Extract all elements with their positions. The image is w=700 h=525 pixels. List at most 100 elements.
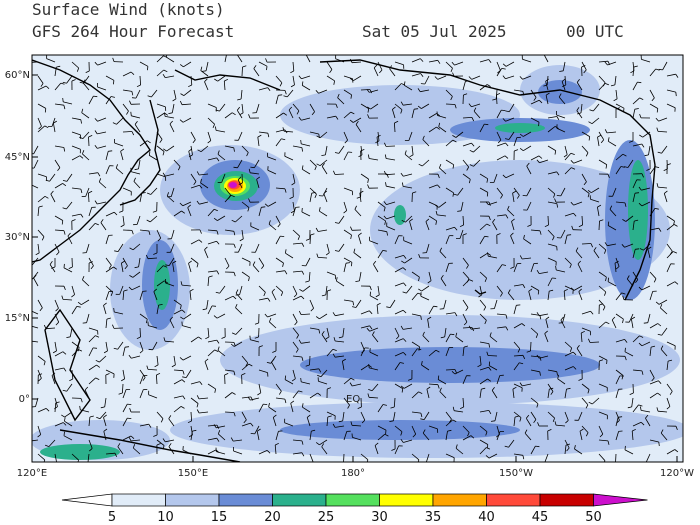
wind-barb	[173, 309, 183, 315]
wind-barb-flag	[651, 97, 655, 102]
wind-barb	[657, 186, 668, 189]
wind-barb	[217, 350, 226, 357]
wind-barb-flag	[368, 363, 370, 368]
wind-barb-flag	[502, 174, 507, 178]
wind-barb	[428, 184, 438, 189]
wind-barb-flag	[297, 235, 300, 240]
wind-barb-flag	[127, 417, 132, 419]
wind-barb	[233, 439, 243, 442]
wind-barb	[122, 383, 124, 394]
wind-barb	[88, 223, 96, 231]
wind-barb-flag	[38, 205, 43, 208]
wind-barb-flag	[80, 189, 83, 194]
wind-barb-flag	[539, 230, 542, 235]
wind-barb-flag	[516, 194, 520, 199]
wind-barb	[256, 179, 260, 189]
wind-barb	[510, 235, 515, 245]
wind-barb	[275, 285, 283, 293]
wind-barb	[421, 285, 430, 292]
wind-barb	[666, 341, 676, 347]
wind-barb-flag	[71, 294, 75, 298]
wind-barb-flag	[171, 364, 176, 368]
wind-barb	[190, 397, 199, 404]
wind-barb	[592, 103, 600, 112]
wind-barb	[33, 145, 39, 155]
wind-barb-flag	[82, 275, 85, 280]
wind-barb	[426, 243, 430, 253]
wind-barb	[411, 145, 414, 155]
wind-barb	[444, 327, 447, 337]
wind-barb-flag	[604, 83, 610, 86]
wind-barb-flag	[162, 151, 165, 156]
wind-barb	[496, 61, 501, 71]
wind-barb-flag	[226, 265, 230, 270]
wind-barb	[513, 263, 518, 273]
wind-barb-flag	[505, 326, 509, 331]
wind-barb	[394, 383, 404, 389]
wind-barb-flag	[570, 287, 575, 291]
wind-barb	[51, 117, 56, 127]
wind-barb	[290, 403, 294, 413]
wind-barb	[309, 453, 314, 462]
wind-barb	[525, 418, 532, 427]
map-frame	[31, 54, 684, 463]
wind-barb	[207, 117, 215, 125]
wind-barb	[207, 349, 215, 357]
wind-barb	[292, 439, 303, 442]
wind-barb-flag	[250, 166, 255, 169]
wind-barb-flag	[333, 337, 336, 342]
wind-barb	[561, 81, 566, 91]
wind-barb	[207, 305, 213, 315]
wind-barb	[122, 347, 126, 357]
wind-barb-flag	[115, 164, 118, 169]
wind-barb-flag	[454, 226, 458, 231]
wind-barb	[547, 277, 553, 287]
wind-barb-flag	[355, 120, 359, 125]
wind-barb-flag	[168, 443, 172, 447]
wind-barb	[445, 369, 456, 371]
wind-barb-flag	[129, 247, 134, 251]
wind-barb	[666, 397, 671, 407]
wind-barb-flag	[588, 121, 593, 125]
wind-barb-flag	[315, 442, 320, 446]
wind-barb	[445, 333, 451, 343]
wind-barb-flag	[179, 357, 184, 361]
wind-barb-flag	[386, 306, 391, 308]
wind-barb-flag	[120, 224, 125, 228]
wind-barb-flag	[279, 82, 283, 87]
wind-barb-flag	[298, 116, 302, 121]
wind-barb	[513, 362, 520, 371]
wind-barb-flag	[512, 386, 517, 390]
wind-barb-flag	[305, 238, 310, 241]
wind-barb-flag	[376, 302, 381, 306]
wind-barb-flag	[164, 112, 169, 116]
wind-barb-flag	[272, 350, 277, 353]
wind-barb	[71, 453, 79, 461]
colorbar: 5 10 15 20 25 30 35 40 45 50	[61, 493, 648, 525]
wind-barb	[268, 223, 277, 231]
wind-barb-flag	[488, 367, 492, 371]
wind-barb-flag	[557, 374, 559, 379]
wind-barb	[632, 193, 636, 203]
wind-barb	[406, 285, 413, 294]
wind-barb	[33, 159, 39, 169]
wind-barb	[564, 285, 574, 291]
wind-barb	[522, 58, 532, 63]
wind-barb-flag	[383, 170, 387, 175]
wind-barb-flag	[317, 392, 322, 396]
wind-barb	[54, 397, 58, 407]
wind-barb	[82, 279, 90, 287]
wind-barb-flag	[638, 342, 643, 347]
wind-barb	[207, 327, 210, 338]
wind-barb	[496, 155, 506, 161]
wind-barb	[122, 290, 125, 301]
wind-barb	[479, 123, 485, 133]
wind-barb	[615, 369, 624, 376]
wind-barb-flag	[256, 428, 261, 432]
wind-barb	[32, 61, 39, 63]
wind-barb-flag	[401, 388, 404, 393]
wind-barb	[607, 61, 617, 66]
wind-barb-flag	[451, 371, 456, 375]
wind-barb	[420, 89, 430, 93]
wind-barb	[660, 348, 668, 357]
